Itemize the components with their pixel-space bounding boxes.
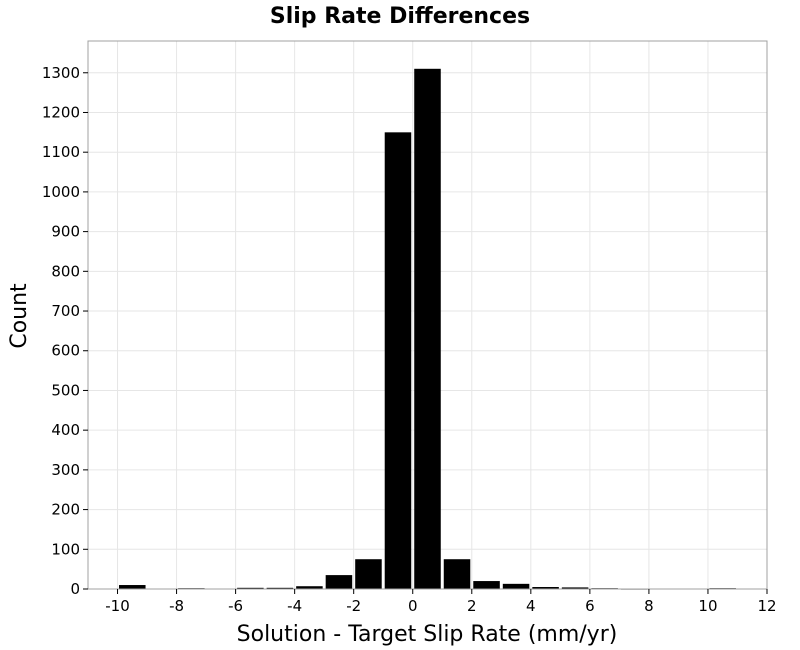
x-tick-label: -10 bbox=[105, 597, 130, 615]
y-tick-label: 500 bbox=[51, 381, 80, 399]
histogram-bar bbox=[119, 585, 146, 589]
histogram-bar bbox=[296, 586, 323, 589]
y-tick-label: 1000 bbox=[42, 183, 80, 201]
x-tick-label: -4 bbox=[287, 597, 302, 615]
y-tick-label: 900 bbox=[51, 223, 80, 241]
x-axis-label: Solution - Target Slip Rate (mm/yr) bbox=[237, 622, 618, 647]
histogram-bar bbox=[532, 587, 559, 589]
x-tick-label: 2 bbox=[467, 597, 477, 615]
plot-frame bbox=[87, 40, 768, 590]
x-tick-label: 6 bbox=[585, 597, 595, 615]
x-tick-label: -6 bbox=[228, 597, 243, 615]
x-tick-label: 12 bbox=[757, 597, 776, 615]
histogram-bar bbox=[443, 559, 471, 589]
y-tick-label: 1300 bbox=[42, 64, 80, 82]
x-tick-label: 8 bbox=[644, 597, 654, 615]
y-tick-label: 800 bbox=[51, 262, 80, 280]
x-tick-label: 0 bbox=[408, 597, 418, 615]
histogram-bar bbox=[384, 132, 412, 590]
histogram-bar bbox=[561, 587, 589, 589]
y-tick-label: 1200 bbox=[42, 103, 80, 121]
chart-title: Slip Rate Differences bbox=[270, 4, 530, 29]
x-tick-label: -2 bbox=[346, 597, 361, 615]
histogram-bar bbox=[266, 587, 294, 589]
y-tick-label: 0 bbox=[70, 580, 80, 598]
y-tick-label: 1100 bbox=[42, 143, 80, 161]
y-tick-label: 100 bbox=[51, 540, 80, 558]
y-tick-label: 200 bbox=[51, 501, 80, 519]
x-axis-ticks: -10 -8 -6 -4 -2 0 2 4 6 8 10 12 bbox=[105, 589, 777, 615]
histogram-bar bbox=[414, 68, 441, 589]
histogram-bar bbox=[502, 583, 530, 589]
bars bbox=[119, 68, 736, 590]
y-tick-label: 600 bbox=[51, 342, 80, 360]
histogram-bar bbox=[325, 575, 353, 589]
y-axis-ticks: 0 100 200 300 400 500 600 700 800 900 1000 1100 1200… bbox=[42, 64, 88, 598]
y-tick-label: 400 bbox=[51, 421, 80, 439]
histogram-bar bbox=[473, 581, 500, 589]
histogram-bar bbox=[355, 559, 382, 589]
x-tick-label: 10 bbox=[698, 597, 717, 615]
x-tick-label: -8 bbox=[169, 597, 184, 615]
y-axis-label: Count bbox=[7, 283, 32, 349]
y-tick-label: 700 bbox=[51, 302, 80, 320]
histogram-bar bbox=[237, 587, 264, 589]
x-tick-label: 4 bbox=[526, 597, 536, 615]
y-tick-label: 300 bbox=[51, 461, 80, 479]
